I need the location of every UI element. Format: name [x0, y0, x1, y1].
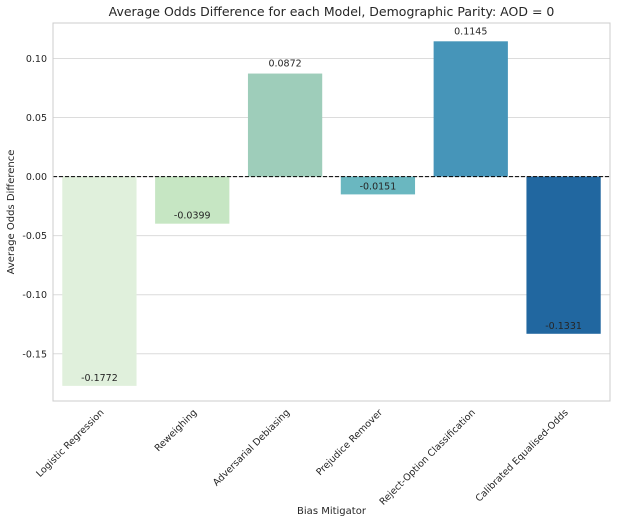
y-tick-label: 0.05 [26, 113, 47, 124]
bars [62, 41, 601, 386]
plot-frame [52, 22, 611, 402]
data-label: -0.1331 [545, 321, 582, 332]
x-tick-label: Prejudice Remover [314, 407, 385, 478]
y-tick-label: -0.15 [22, 349, 47, 360]
y-tick-label: -0.10 [22, 290, 47, 301]
y-tick-labels: -0.15 -0.10 -0.05 0.00 0.05 0.10 [22, 54, 47, 360]
x-tick-label: Adversarial Debiasing [211, 407, 292, 488]
data-label: 0.0872 [268, 59, 301, 70]
y-tick-label: 0.00 [26, 172, 47, 183]
x-tick-label: Reject-Option Classification [378, 407, 478, 507]
bar [340, 176, 416, 195]
bar [247, 73, 323, 177]
bar [433, 41, 508, 177]
x-tick-label: Logistic Regression [34, 407, 106, 479]
data-label: 0.1145 [454, 26, 487, 37]
data-label: -0.1772 [81, 373, 118, 384]
chart-title: Average Odds Difference for each Model, … [109, 4, 555, 19]
bar [62, 176, 137, 386]
data-labels: -0.1772 -0.0399 0.0872 -0.0151 0.1145 -0.1331 [81, 26, 582, 384]
y-tick-label: -0.05 [22, 231, 47, 242]
x-tick-label: Reweighing [153, 407, 200, 454]
x-axis-label: Bias Mitigator [297, 506, 367, 517]
bar [526, 176, 601, 334]
y-axis-label: Average Odds Difference [6, 150, 17, 275]
bar [155, 176, 230, 224]
data-label: -0.0399 [174, 211, 211, 222]
x-tick-labels: Logistic Regression Reweighing Adversarial… [34, 407, 570, 507]
data-label: -0.0151 [360, 181, 397, 192]
x-tick-label: Calibrated Equalised-Odds [474, 407, 571, 504]
y-tick-label: 0.10 [26, 54, 47, 65]
